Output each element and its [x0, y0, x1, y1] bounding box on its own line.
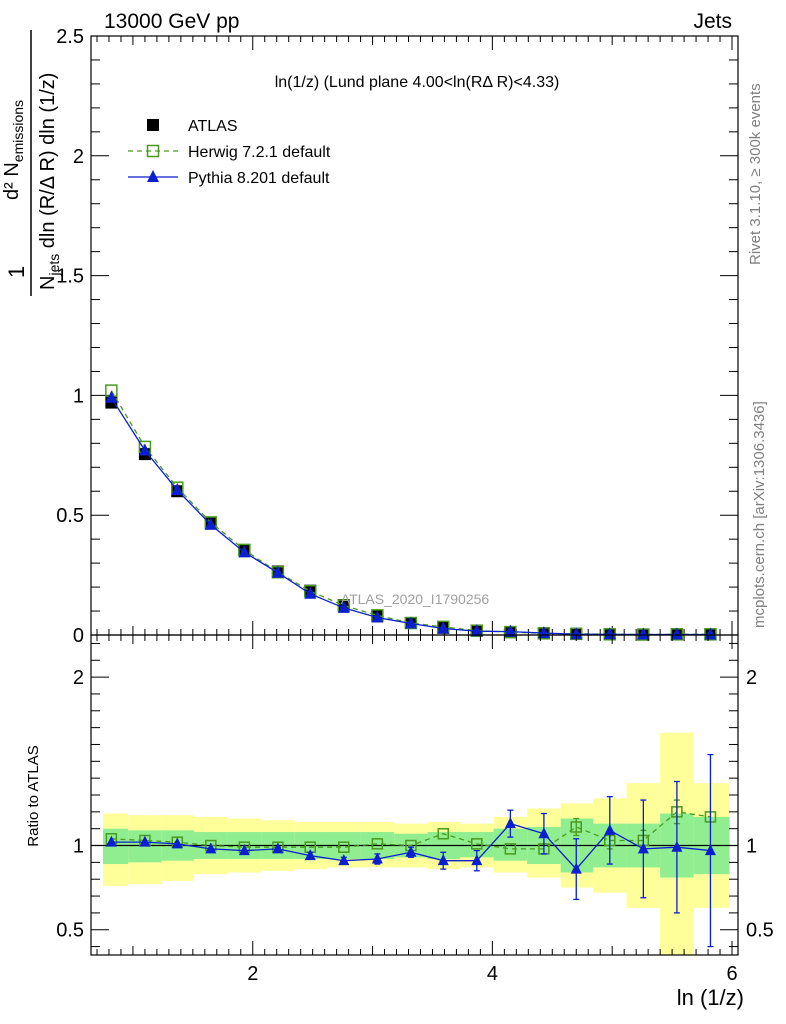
- y-tick-label: 0: [73, 625, 84, 647]
- data-point-2: [670, 627, 683, 640]
- analysis-watermark: ATLAS_2020_I1790256: [341, 591, 490, 607]
- ratio-point-0: [504, 843, 517, 855]
- data-point-2: [504, 624, 517, 637]
- x-tick-label: 6: [726, 963, 737, 985]
- x-tick-label: 2: [247, 963, 258, 985]
- ratio-point-1: [604, 823, 616, 835]
- legend-marker: [147, 119, 159, 131]
- ylabel-one: 1: [4, 266, 29, 278]
- mcplots-label: mcplots.cern.ch [arXiv:1306.3436]: [751, 401, 768, 628]
- ratio-point-1: [304, 849, 316, 861]
- ratio-point-1: [570, 862, 582, 874]
- ratio-point-1: [105, 835, 117, 847]
- ratio-ylabel: Ratio to ATLAS: [25, 745, 42, 846]
- ratio-point-1: [405, 845, 417, 857]
- ratio-point-1: [637, 842, 649, 854]
- data-point-2: [271, 565, 284, 578]
- ratio-y-tick-label: 2: [73, 667, 84, 689]
- data-point-2: [171, 483, 184, 496]
- ratio-y-tick-label-right: 1: [746, 836, 757, 858]
- ylabel-denominator: Njets dln (R/Δ R) dln (1/z): [37, 73, 62, 290]
- data-point-2: [138, 443, 151, 456]
- ratio-point-1: [272, 842, 284, 854]
- ratio-point-1: [205, 842, 217, 854]
- main-ylabel: 1 d² Nemissions Njets dln (R/Δ R) dln (1…: [1, 30, 62, 296]
- y-tick-label: 2: [73, 146, 84, 168]
- x-tick-label: 4: [487, 963, 498, 985]
- ratio-point-0: [437, 827, 450, 840]
- data-point-2: [204, 517, 217, 530]
- main-panel: 0 0.5 1 1.5 2 2.5: [56, 26, 739, 647]
- ylabel-numerator-text: d² N: [1, 162, 23, 200]
- ylabel-den-n: N: [37, 276, 59, 290]
- data-point-2: [337, 600, 350, 613]
- ratio-point-1: [437, 854, 449, 866]
- legend-label: Herwig 7.2.1 default: [188, 144, 331, 161]
- data-point-2: [704, 627, 717, 640]
- ratio-point-1: [238, 844, 250, 856]
- y-tick-label: 2.5: [56, 26, 84, 48]
- ratio-point-1: [704, 844, 716, 856]
- ylabel-den-rest: dln (R/Δ R) dln (1/z): [37, 73, 59, 254]
- data-point-2: [105, 390, 118, 403]
- data-point-2: [470, 624, 483, 637]
- ratio-point-1: [171, 837, 183, 849]
- ratio-point-1: [504, 817, 516, 829]
- data-point-2: [404, 616, 417, 629]
- ratio-point-1: [671, 840, 683, 852]
- ratio-point-1: [371, 852, 383, 864]
- ratio-y-tick-label-right: 0.5: [746, 920, 774, 942]
- ratio-point-1: [471, 854, 483, 866]
- rivet-label: Rivet 3.1.10, ≥ 300k events: [747, 83, 764, 265]
- data-point-2: [371, 610, 384, 623]
- legend: ATLAS Herwig 7.2.1 default Pythia 8.201 de…: [128, 118, 331, 187]
- main-title: ln(1/z) (Lund plane 4.00<ln(RΔ R)<4.33): [275, 74, 560, 91]
- ratio-point-0: [570, 821, 582, 833]
- ylabel-numerator: d² Nemissions: [1, 100, 26, 200]
- ratio-panel: 2 4 6 0.5 0.5 1 1 2 2: [56, 634, 774, 985]
- data-point-2: [603, 627, 616, 640]
- header-left-label: 13000 GeV pp: [104, 10, 239, 33]
- ratio-point-1: [538, 827, 550, 839]
- y-tick-label: 1: [73, 385, 84, 407]
- xlabel: ln (1/z): [677, 985, 744, 1010]
- ratio-point-0: [471, 838, 483, 850]
- data-point-2: [304, 586, 317, 599]
- data-point-2: [238, 545, 251, 558]
- header-right-label: Jets: [693, 10, 732, 33]
- ratio-y-tick-label: 1: [73, 836, 84, 858]
- legend-marker: [147, 170, 159, 182]
- data-point-2: [437, 621, 450, 634]
- ratio-point-0: [371, 838, 384, 850]
- data-point-2: [637, 627, 650, 640]
- ratio-point-1: [338, 854, 350, 866]
- ratio-y-tick-label-right: 2: [746, 667, 757, 689]
- ratio-point-0: [338, 841, 350, 853]
- y-tick-label: 0.5: [56, 505, 84, 527]
- ratio-y-tick-label: 0.5: [56, 920, 84, 942]
- data-point-2: [570, 627, 583, 640]
- ylabel-den-sub: jets: [46, 254, 62, 277]
- legend-label: ATLAS: [188, 118, 238, 135]
- legend-marker: [146, 144, 160, 158]
- y-tick-label: 1.5: [56, 266, 84, 288]
- ratio-point-1: [139, 835, 151, 847]
- legend-label: Pythia 8.201 default: [188, 170, 330, 187]
- ylabel-numerator-sub: emissions: [10, 100, 26, 162]
